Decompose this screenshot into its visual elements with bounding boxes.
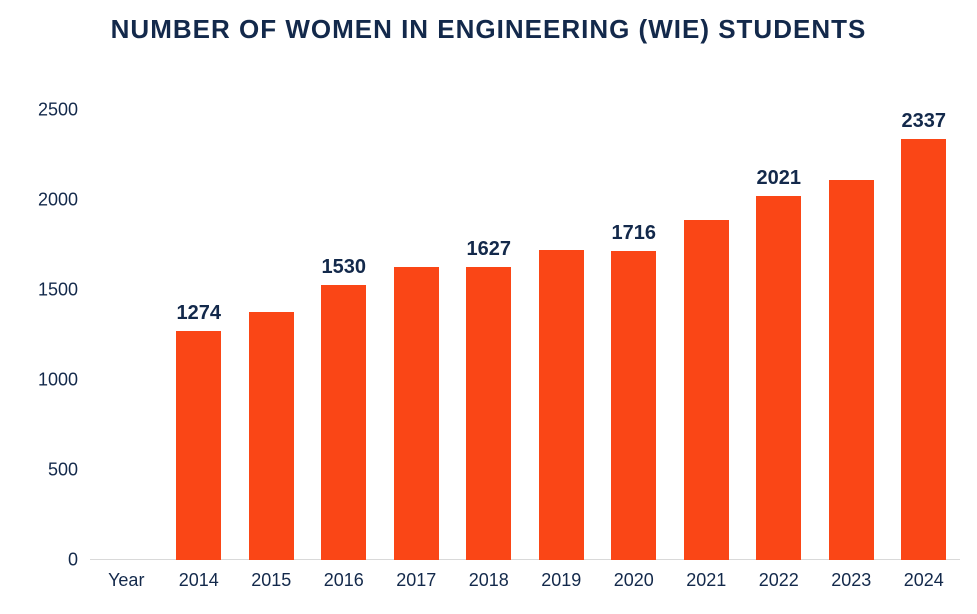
x-tick-label: 2024: [904, 570, 944, 591]
bar: [539, 250, 584, 560]
bar-value-label: 1716: [612, 222, 657, 245]
bar-value-label: 1530: [322, 256, 367, 279]
x-tick-label: 2022: [759, 570, 799, 591]
x-axis-label-year: Year: [108, 570, 144, 591]
y-tick-label: 2000: [0, 190, 78, 211]
y-tick-label: 1500: [0, 280, 78, 301]
bar: [249, 312, 294, 560]
bar: [756, 196, 801, 560]
y-tick-label: 1000: [0, 370, 78, 391]
bar-value-label: 2337: [902, 110, 947, 133]
x-tick-label: 2014: [179, 570, 219, 591]
bar-value-label: 1627: [467, 238, 512, 261]
x-tick-label: 2020: [614, 570, 654, 591]
x-tick-label: 2017: [396, 570, 436, 591]
bar: [901, 139, 946, 560]
bar-value-label: 1274: [177, 302, 222, 325]
bar-value-label: 2021: [757, 167, 802, 190]
y-tick-label: 2500: [0, 100, 78, 121]
bar-chart: NUMBER OF WOMEN IN ENGINEERING (WIE) STU…: [0, 0, 977, 614]
bar: [684, 220, 729, 560]
bar: [176, 331, 221, 560]
bar: [466, 267, 511, 560]
bar: [321, 285, 366, 560]
x-tick-label: 2016: [324, 570, 364, 591]
chart-title: NUMBER OF WOMEN IN ENGINEERING (WIE) STU…: [0, 14, 977, 45]
x-tick-label: 2018: [469, 570, 509, 591]
x-tick-label: 2019: [541, 570, 581, 591]
y-tick-label: 500: [0, 460, 78, 481]
plot-area: [90, 110, 960, 560]
bar: [611, 251, 656, 560]
bar: [829, 180, 874, 560]
bar: [394, 267, 439, 560]
x-tick-label: 2015: [251, 570, 291, 591]
y-tick-label: 0: [0, 550, 78, 571]
x-tick-label: 2023: [831, 570, 871, 591]
x-tick-label: 2021: [686, 570, 726, 591]
